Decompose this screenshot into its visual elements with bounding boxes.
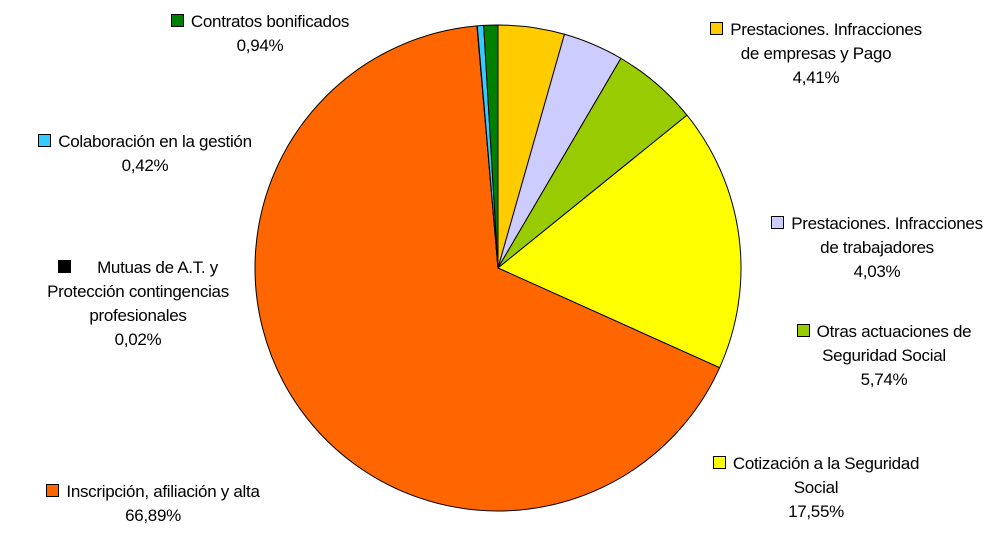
label-contratos: Contratos bonificados 0,94% <box>130 10 390 58</box>
label-colaboracion: Colaboración en la gestión 0,42% <box>0 130 290 178</box>
label-inscripcion: Inscripción, afiliación y alta 66,89% <box>18 480 288 528</box>
label-prestaciones-empresas: Prestaciones. Infracciones de empresas y… <box>676 18 956 90</box>
label-prestaciones-trabajadores: Prestaciones. Infracciones de trabajador… <box>748 212 1006 284</box>
swatch-inscripcion <box>46 484 60 497</box>
slice-inscripcion <box>254 25 721 512</box>
swatch-colaboracion <box>38 134 52 147</box>
label-otras-actuaciones: Otras actuaciones de Seguridad Social 5,… <box>765 320 1003 392</box>
pie-slices <box>254 24 742 512</box>
swatch-otras-actuaciones <box>796 324 810 337</box>
label-cotizacion: Cotización a la Seguridad Social 17,55% <box>688 452 944 524</box>
swatch-mutuas <box>58 260 72 273</box>
slice-contratos <box>483 24 499 269</box>
swatch-prestaciones-trabajadores <box>771 216 785 229</box>
swatch-prestaciones-empresas <box>710 22 724 35</box>
label-mutuas: Mutuas de A.T. y Protección contingencia… <box>47 258 229 349</box>
swatch-cotizacion <box>712 456 726 469</box>
swatch-contratos <box>170 14 184 27</box>
slice-cotizacion <box>497 114 742 369</box>
